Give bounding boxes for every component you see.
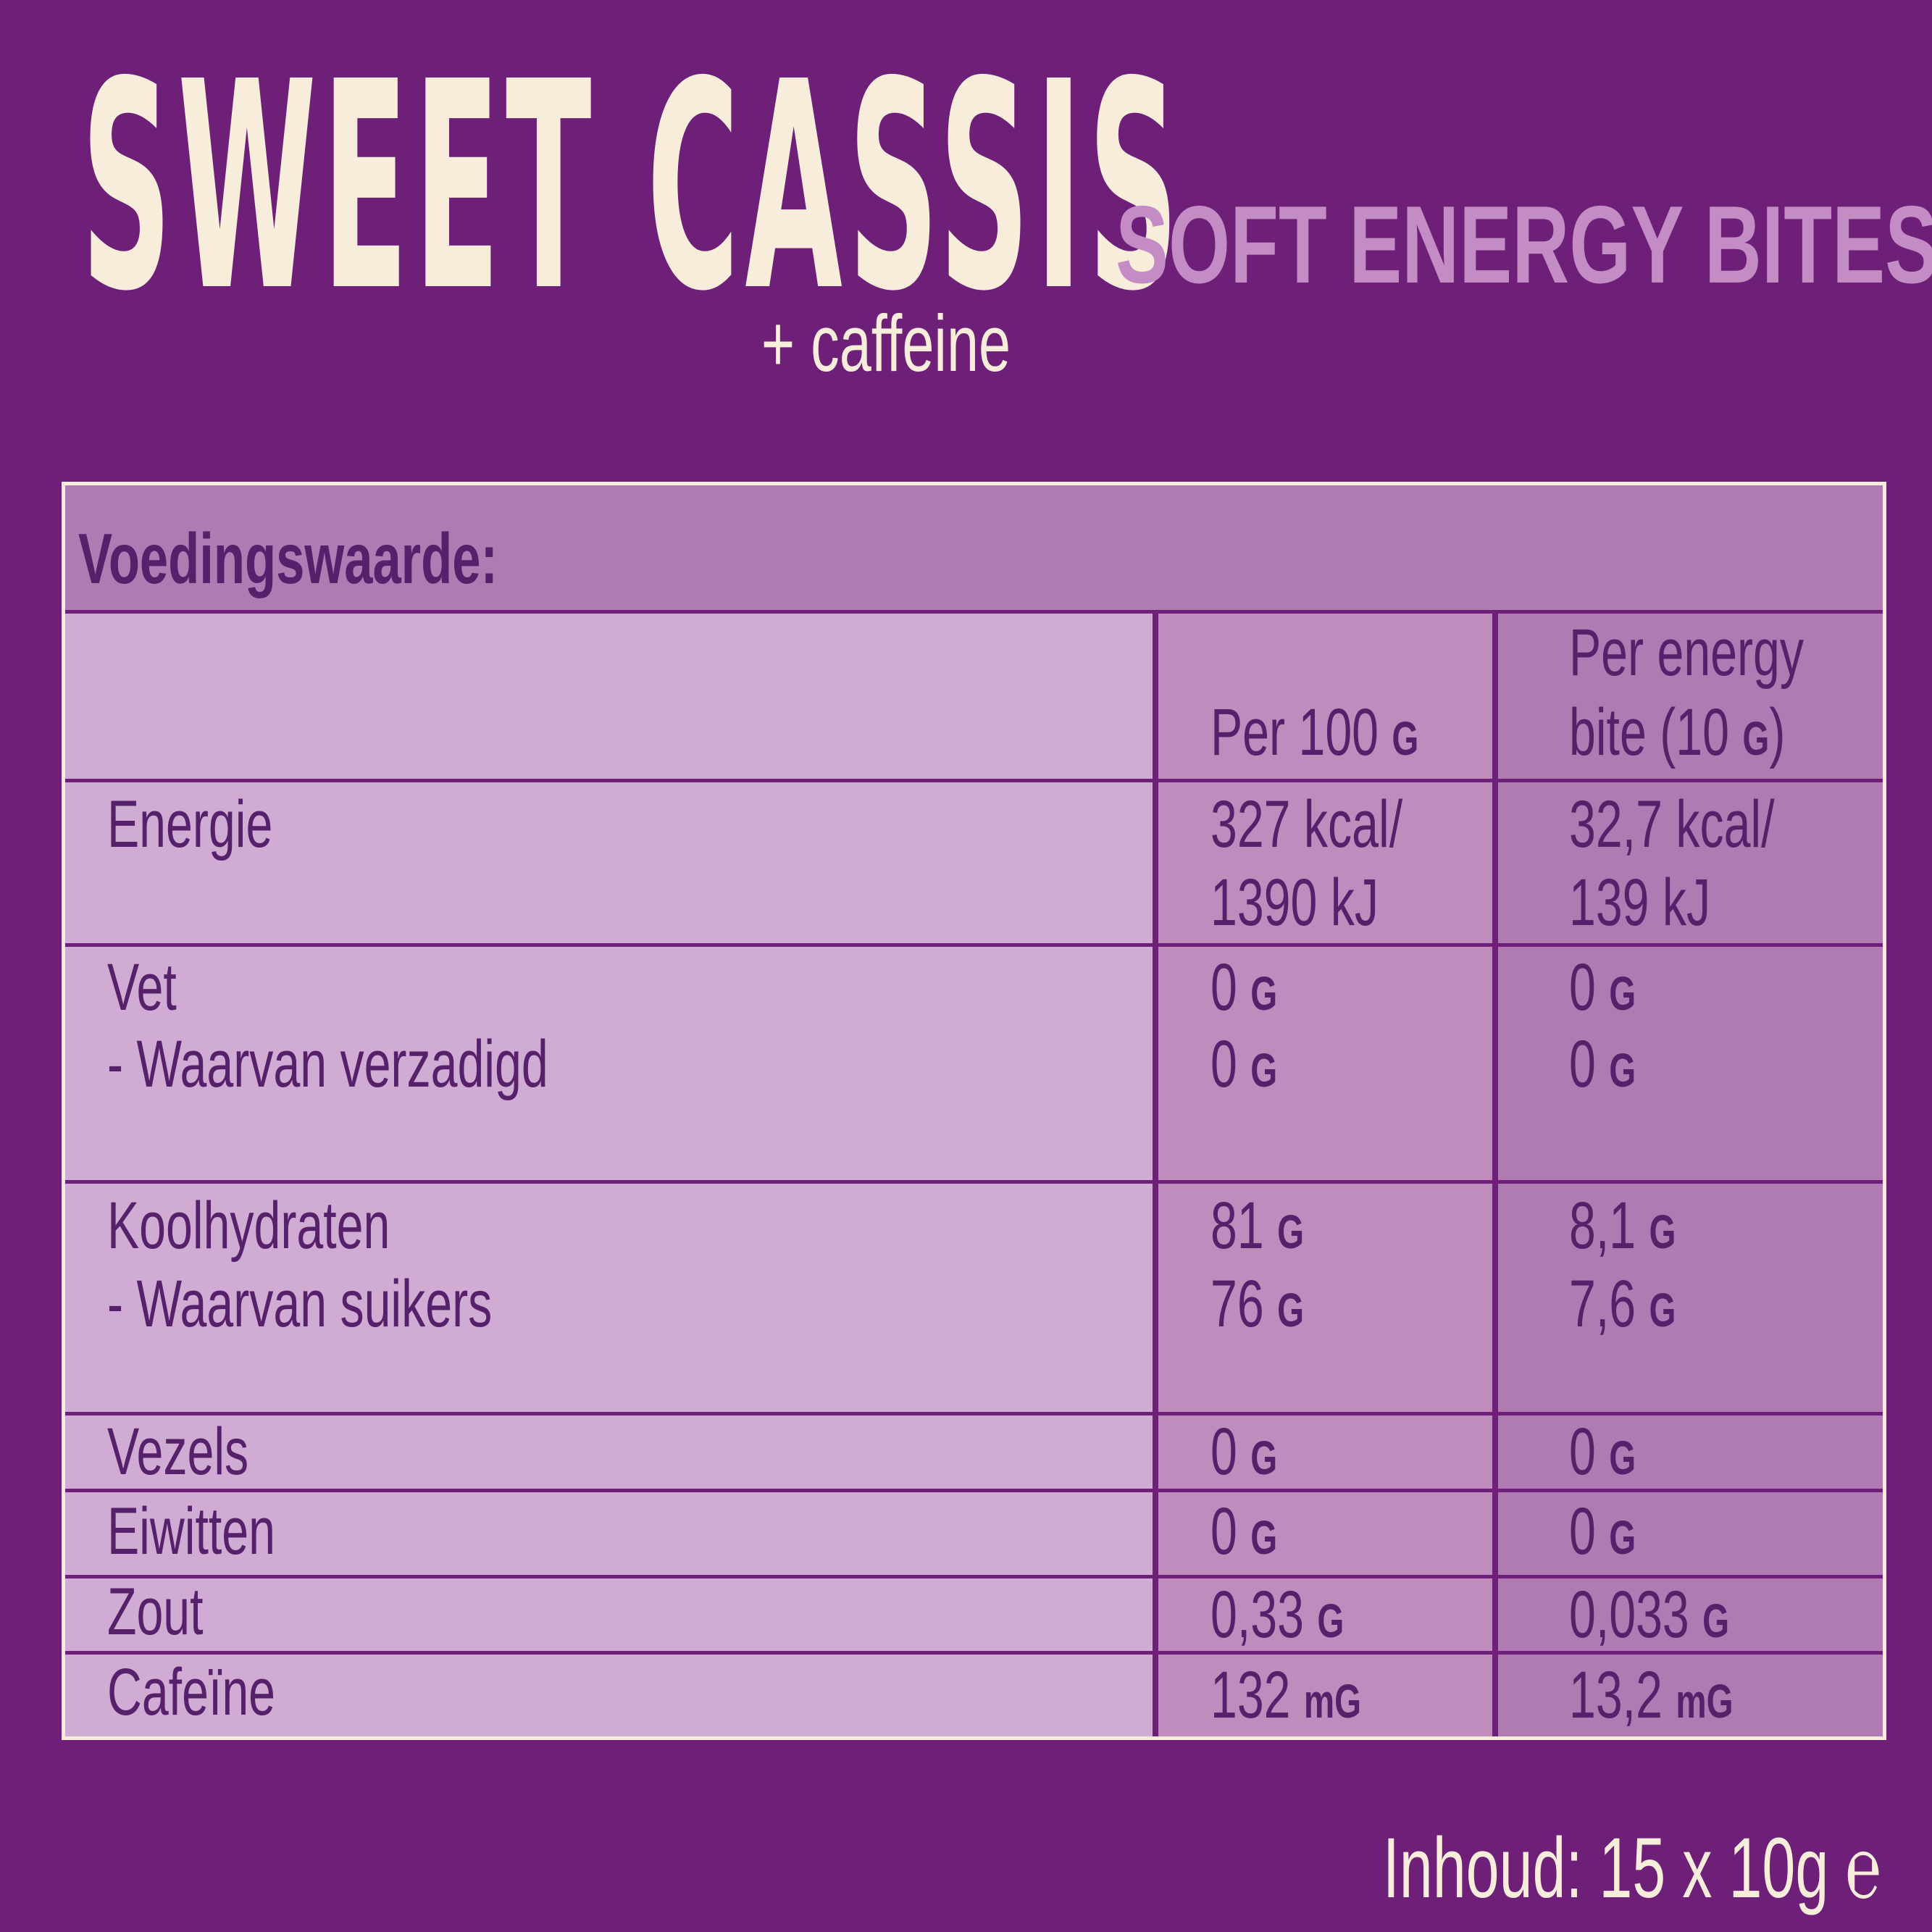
product-title: SWEET CASSIS [81, 21, 1184, 354]
row-label: Vezels [107, 1415, 249, 1489]
column-header-per100-text: Per 100 G [1210, 695, 1419, 769]
value: 139 kJ [1569, 866, 1711, 940]
row-label: Cafeïne [107, 1655, 276, 1729]
row-sublabel: - Waarvan verzadigd [107, 1027, 548, 1101]
row-vet-per100: 0 G 0 G [1158, 947, 1492, 1180]
row-eiwitten-label: Eiwitten [65, 1492, 1153, 1575]
value: 8,1 G [1569, 1189, 1676, 1263]
value: 1390 kJ [1210, 866, 1379, 940]
column-header-per-bite-line1: Per energy [1569, 616, 1805, 690]
product-subtitle: SOFT ENERGY BITES [1116, 183, 1932, 306]
table-heading-row: Voedingswaarde: [65, 485, 1883, 610]
row-eiwitten-per-bite: 0 G [1498, 1492, 1883, 1575]
row-label: Koolhydraten [107, 1189, 390, 1263]
value: 0 G [1210, 1027, 1278, 1101]
value: 0 G [1569, 1027, 1636, 1101]
row-label: Zout [107, 1578, 204, 1649]
row-koolhydraten-label: Koolhydraten - Waarvan suikers [65, 1184, 1153, 1412]
row-sublabel: - Waarvan suikers [107, 1267, 493, 1341]
value: 0 G [1210, 950, 1278, 1024]
value: 76 G [1210, 1267, 1305, 1341]
row-energie-per-bite: 32,7 kcal/ 139 kJ [1498, 782, 1883, 943]
row-label: Vet [107, 950, 177, 1024]
row-vet-label: Vet - Waarvan verzadigd [65, 947, 1153, 1180]
row-zout-label: Zout [65, 1578, 1153, 1651]
value: 13,2 mG [1569, 1658, 1734, 1732]
row-cafeine-per-bite: 13,2 mG [1498, 1655, 1883, 1736]
row-vezels-label: Vezels [65, 1415, 1153, 1489]
row-koolhydraten-per100: 81 G 76 G [1158, 1184, 1492, 1412]
product-variant: + caffeine [761, 299, 1011, 388]
row-energie-label: Energie [65, 782, 1153, 943]
value: 327 kcal/ [1210, 787, 1403, 861]
row-zout-per-bite: 0,033 G [1498, 1578, 1883, 1651]
row-vet-per-bite: 0 G 0 G [1498, 947, 1883, 1180]
column-header-per-bite: Per energy bite (10 G) [1498, 614, 1883, 779]
row-label: Eiwitten [107, 1494, 275, 1568]
row-cafeine-per100: 132 mG [1158, 1655, 1492, 1736]
row-zout-per100: 0,33 G [1158, 1578, 1492, 1651]
column-header-label [65, 614, 1153, 779]
value: 0 G [1569, 950, 1636, 1024]
column-header-per100: Per 100 G [1158, 614, 1492, 779]
value: 7,6 G [1569, 1267, 1676, 1341]
column-header-per-bite-line2: bite (10 G) [1569, 695, 1786, 769]
row-eiwitten-per100: 0 G [1158, 1492, 1492, 1575]
value: 32,7 kcal/ [1569, 787, 1775, 861]
row-label: Energie [107, 787, 273, 861]
value: 0 G [1569, 1415, 1636, 1489]
row-energie-per100: 327 kcal/ 1390 kJ [1158, 782, 1492, 943]
value: 0,033 G [1569, 1578, 1730, 1651]
nutrition-table: Voedingswaarde: Per 100 G Per energy bit… [62, 482, 1886, 1740]
table-heading: Voedingswaarde: [78, 519, 498, 598]
package-contents: Inhoud: 15 x 10g ℮ [1383, 1820, 1881, 1916]
value: 0 G [1210, 1494, 1278, 1568]
value: 0 G [1210, 1415, 1278, 1489]
row-vezels-per-bite: 0 G [1498, 1415, 1883, 1489]
value: 0 G [1569, 1494, 1636, 1568]
row-koolhydraten-per-bite: 8,1 G 7,6 G [1498, 1184, 1883, 1412]
value: 132 mG [1210, 1658, 1362, 1732]
value: 81 G [1210, 1189, 1305, 1263]
row-vezels-per100: 0 G [1158, 1415, 1492, 1489]
row-cafeine-label: Cafeïne [65, 1655, 1153, 1736]
value: 0,33 G [1210, 1578, 1345, 1651]
